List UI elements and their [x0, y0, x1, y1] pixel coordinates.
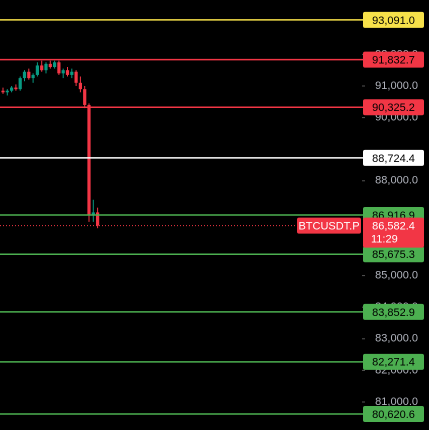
candle-body [65, 70, 70, 75]
level-label: 82,271.4 [372, 357, 415, 369]
level-label: 91,832.7 [372, 55, 415, 67]
level-tag [363, 99, 424, 116]
candle-body [40, 65, 44, 71]
candle-body [96, 212, 100, 226]
y-tick-label: 91,000.0 [375, 80, 418, 92]
candle-body [48, 63, 52, 68]
candle-body [70, 71, 74, 75]
countdown-label: 11:29 [371, 233, 398, 245]
y-tick-label: 88,000.0 [375, 175, 418, 187]
candle-body [10, 87, 14, 91]
candle-body [14, 87, 18, 90]
candle-body [61, 70, 65, 74]
candle-body [83, 89, 87, 105]
last-price-tag [363, 217, 424, 248]
level-tag [363, 51, 424, 68]
candle-body [53, 62, 57, 68]
level-label: 90,325.2 [372, 102, 415, 114]
level-label: 85,675.3 [372, 249, 415, 261]
candle-body [91, 212, 95, 216]
symbol-label: BTCUSDT.P [298, 220, 359, 232]
level-tag [363, 405, 424, 422]
candle-body [27, 71, 31, 79]
y-tick-label: 81,000.0 [375, 396, 418, 408]
level-tag [363, 303, 424, 320]
candle-body [1, 90, 5, 93]
candle-body [87, 104, 91, 216]
candle-body [78, 82, 82, 90]
candle-body [31, 74, 35, 79]
candle-body [18, 78, 22, 90]
y-tick-label: 83,000.0 [375, 333, 418, 345]
candle-body [35, 65, 39, 75]
candle-body [74, 71, 78, 83]
level-tag [363, 246, 424, 263]
candle-body [57, 62, 61, 74]
candle-body [5, 90, 9, 93]
candle-body [22, 71, 27, 79]
candle-body [44, 63, 48, 71]
level-label: 83,852.9 [372, 307, 415, 319]
level-tag [363, 353, 424, 370]
level-label: 88,724.4 [372, 153, 415, 165]
symbol-tag [297, 217, 361, 234]
last-price-label: 86,582.4 [372, 220, 415, 232]
level-tag [363, 149, 424, 166]
y-tick-label: 85,000.0 [375, 270, 418, 282]
level-tag [363, 11, 424, 28]
level-label: 80,620.6 [372, 409, 415, 421]
level-label: 93,091.0 [372, 15, 415, 27]
